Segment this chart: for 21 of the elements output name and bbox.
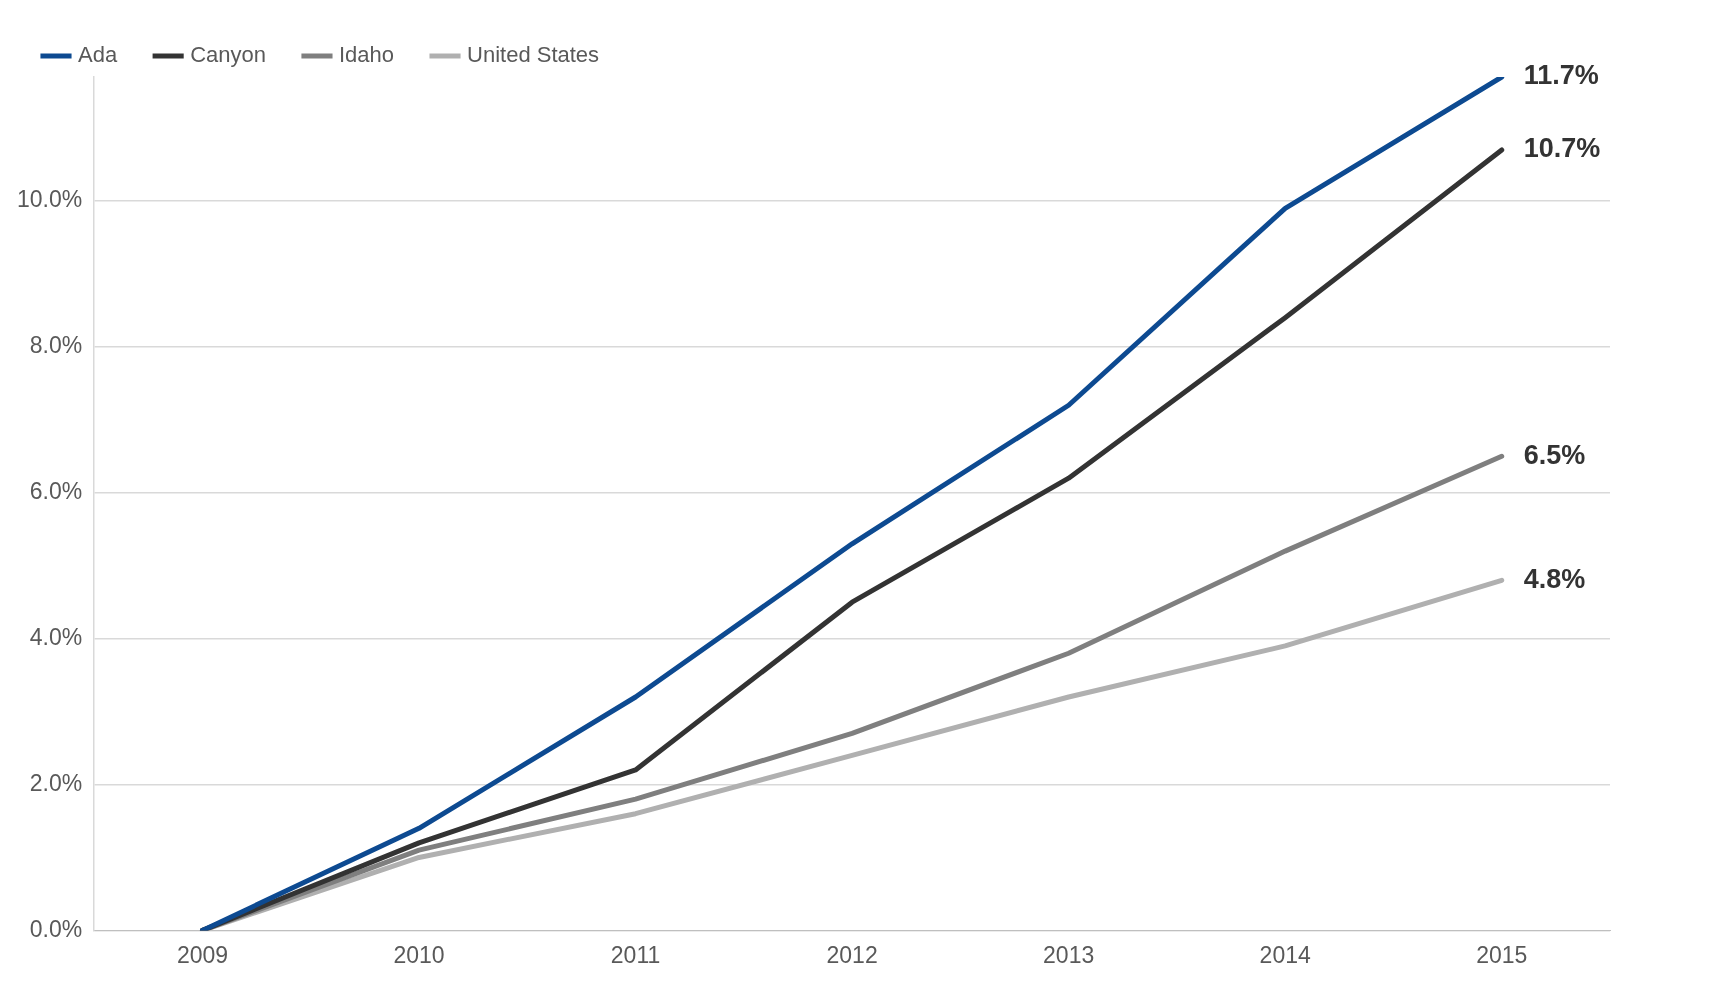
legend-label: United States bbox=[467, 42, 600, 68]
y-tick-label: 10.0% bbox=[17, 186, 83, 213]
x-tick-label: 2015 bbox=[1476, 941, 1528, 968]
x-tick-label: 2011 bbox=[610, 941, 661, 968]
legend-label: Ada bbox=[78, 42, 118, 68]
legend-label: Canyon bbox=[190, 42, 266, 68]
y-tick-label: 6.0% bbox=[29, 478, 83, 505]
x-tick-label: 2009 bbox=[176, 941, 229, 968]
y-tick-label: 8.0% bbox=[29, 332, 83, 359]
y-tick-label: 2.0% bbox=[29, 769, 83, 796]
data-label: 6.5% bbox=[1523, 439, 1586, 470]
data-label: 11.7% bbox=[1523, 60, 1599, 91]
x-tick-label: 2010 bbox=[393, 941, 445, 968]
y-tick-label: 0.0% bbox=[29, 915, 83, 942]
x-tick-label: 2012 bbox=[826, 941, 878, 968]
data-label: 10.7% bbox=[1523, 133, 1601, 164]
y-tick-label: 4.0% bbox=[29, 623, 83, 650]
x-tick-label: 2014 bbox=[1259, 941, 1311, 968]
x-tick-label: 2013 bbox=[1043, 941, 1095, 968]
legend-label: Idaho bbox=[338, 42, 395, 68]
data-label: 4.8% bbox=[1523, 563, 1586, 594]
